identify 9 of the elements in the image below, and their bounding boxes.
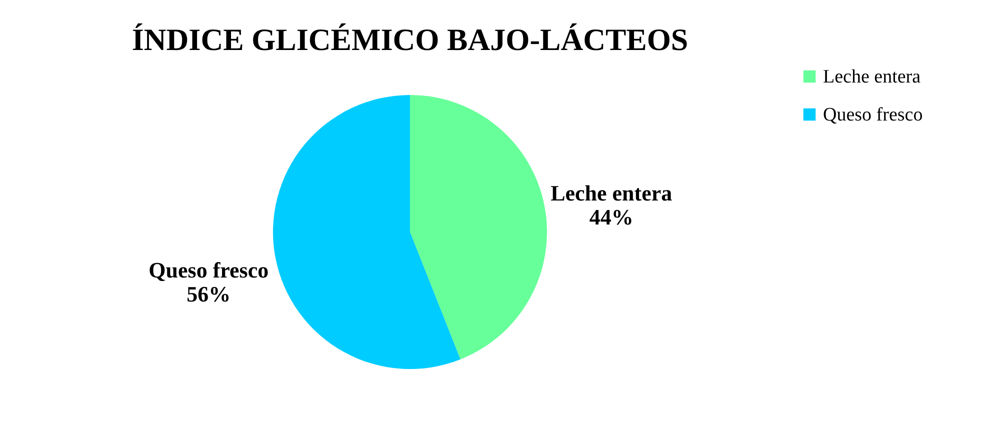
pie-slice (410, 95, 547, 360)
slice-label: Leche entera (550, 180, 672, 206)
pie-slice (273, 95, 460, 369)
legend-label: Leche entera (823, 66, 922, 88)
legend-label: Queso fresco (823, 104, 923, 126)
data-label: 56% (186, 281, 231, 306)
data-label: 44% (589, 204, 634, 230)
slice-label: Queso fresco (148, 257, 269, 282)
chart-title: ÍNDICE GLICÉMICO BAJO-LÁCTEOS (132, 22, 688, 57)
